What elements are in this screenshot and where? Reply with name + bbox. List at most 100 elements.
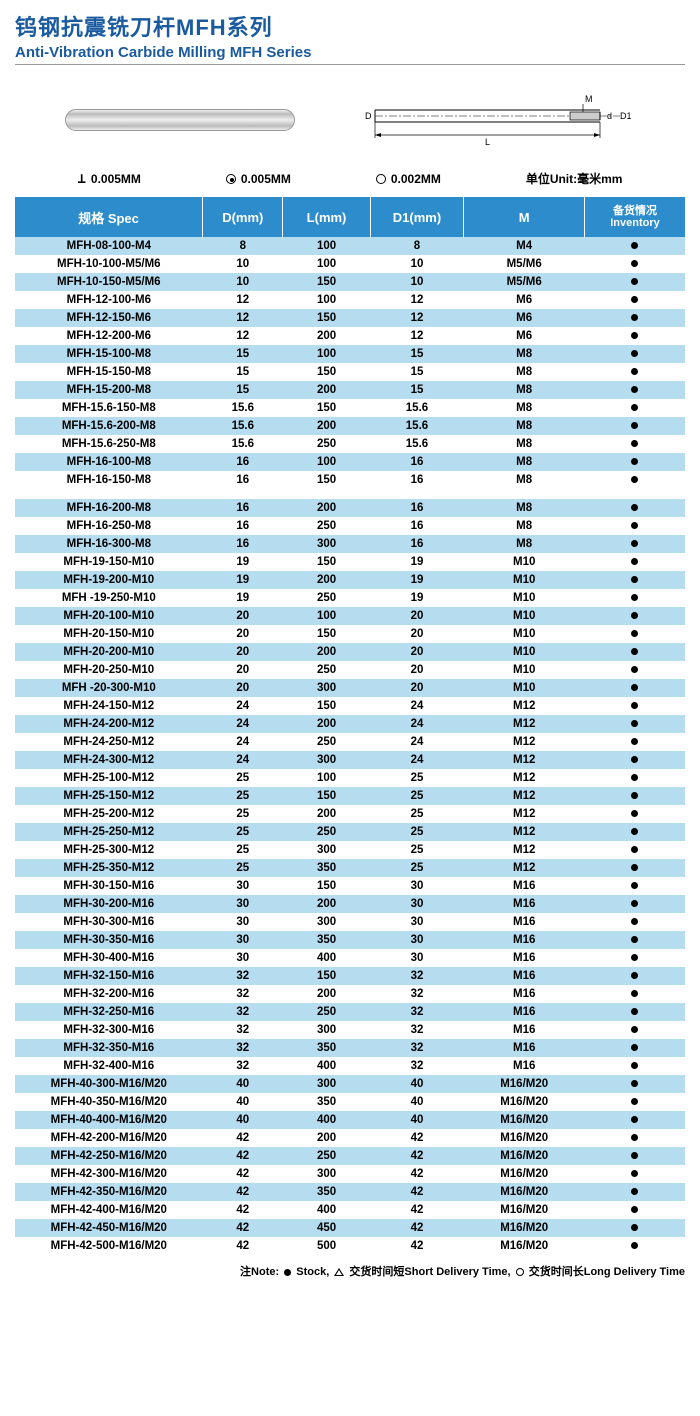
stock-dot-icon [631, 422, 638, 429]
cell-inventory [584, 1237, 685, 1255]
cell-M: M6 [464, 291, 585, 309]
cell-D1: 10 [370, 255, 464, 273]
table-row: MFH-25-100-M122510025M12 [15, 769, 685, 787]
stock-dot-icon [631, 296, 638, 303]
th-d1: D1(mm) [370, 197, 464, 237]
cell-spec: MFH-24-300-M12 [15, 751, 203, 769]
cell-D1: 42 [370, 1165, 464, 1183]
cell-D1: 25 [370, 823, 464, 841]
cell-L: 300 [283, 841, 370, 859]
cell-L: 250 [283, 823, 370, 841]
cell-D1: 25 [370, 859, 464, 877]
th-inv: 备货情况 Inventory [584, 197, 685, 237]
cell-spec: MFH-32-200-M16 [15, 985, 203, 1003]
cell-spec: MFH-32-300-M16 [15, 1021, 203, 1039]
cell-inventory [584, 787, 685, 805]
cell-D: 10 [203, 273, 283, 291]
table-row: MFH-32-400-M163240032M16 [15, 1057, 685, 1075]
table-row: MFH-16-300-M81630016M8 [15, 535, 685, 553]
cell-M: M10 [464, 625, 585, 643]
cell-D: 20 [203, 625, 283, 643]
cell-spec: MFH-20-150-M10 [15, 625, 203, 643]
cell-D: 32 [203, 1057, 283, 1075]
table-row: MFH-40-350-M16/M204035040M16/M20 [15, 1093, 685, 1111]
cell-spec: MFH-30-350-M16 [15, 931, 203, 949]
cell-spec: MFH-16-300-M8 [15, 535, 203, 553]
cell-D: 24 [203, 715, 283, 733]
cell-D1: 25 [370, 787, 464, 805]
cell-D1: 15.6 [370, 435, 464, 453]
short-triangle-icon [334, 1268, 344, 1276]
cell-L: 400 [283, 949, 370, 967]
cell-M: M16 [464, 967, 585, 985]
table-header-row: 规格 Spec D(mm) L(mm) D1(mm) M 备货情况 Invent… [15, 197, 685, 237]
cell-D1: 10 [370, 273, 464, 291]
table-row: MFH-42-200-M16/M204220042M16/M20 [15, 1129, 685, 1147]
cell-D: 20 [203, 607, 283, 625]
cell-L: 100 [283, 237, 370, 255]
stock-dot-icon [631, 1134, 638, 1141]
svg-text:D1: D1 [620, 111, 632, 121]
table-row: MFH-42-400-M16/M204240042M16/M20 [15, 1201, 685, 1219]
cell-spec: MFH-20-200-M10 [15, 643, 203, 661]
cell-L: 300 [283, 679, 370, 697]
cell-L: 400 [283, 1111, 370, 1129]
cell-D1: 30 [370, 877, 464, 895]
cell-inventory [584, 877, 685, 895]
cell-M: M16/M20 [464, 1183, 585, 1201]
cell-L: 350 [283, 931, 370, 949]
cell-L: 500 [283, 1237, 370, 1255]
cell-inventory [584, 1057, 685, 1075]
cell-D1: 19 [370, 571, 464, 589]
cell-D: 30 [203, 949, 283, 967]
cell-M: M16 [464, 1003, 585, 1021]
stock-dot-icon [631, 720, 638, 727]
table-row: MFH-40-300-M16/M204030040M16/M20 [15, 1075, 685, 1093]
cell-spec: MFH-15.6-200-M8 [15, 417, 203, 435]
cell-M: M16/M20 [464, 1111, 585, 1129]
cell-inventory [584, 417, 685, 435]
cell-D: 25 [203, 805, 283, 823]
stock-dot-icon [631, 576, 638, 583]
stock-dot-icon [631, 1098, 638, 1105]
cell-inventory [584, 931, 685, 949]
stock-dot-icon [631, 1026, 638, 1033]
cell-M: M4 [464, 237, 585, 255]
cell-M: M16/M20 [464, 1129, 585, 1147]
cell-L: 350 [283, 1093, 370, 1111]
cell-L: 200 [283, 417, 370, 435]
cell-spec: MFH-30-300-M16 [15, 913, 203, 931]
cell-spec: MFH-40-400-M16/M20 [15, 1111, 203, 1129]
cell-inventory [584, 859, 685, 877]
cell-D1: 32 [370, 967, 464, 985]
cell-spec: MFH-15.6-250-M8 [15, 435, 203, 453]
table-row: MFH-30-300-M163030030M16 [15, 913, 685, 931]
cell-D1: 40 [370, 1075, 464, 1093]
cell-M: M8 [464, 363, 585, 381]
cell-L: 200 [283, 1129, 370, 1147]
cell-spec: MFH-42-200-M16/M20 [15, 1129, 203, 1147]
cell-inventory [584, 517, 685, 535]
cell-M: M12 [464, 841, 585, 859]
table-row: MFH-12-200-M61220012M6 [15, 327, 685, 345]
cell-inventory [584, 363, 685, 381]
cell-M: M16 [464, 1021, 585, 1039]
cell-D: 42 [203, 1237, 283, 1255]
cell-L: 150 [283, 399, 370, 417]
stock-dot-icon [284, 1269, 291, 1276]
cell-M: M12 [464, 697, 585, 715]
cell-inventory [584, 805, 685, 823]
table-row: MFH-30-150-M163015030M16 [15, 877, 685, 895]
cell-L: 200 [283, 805, 370, 823]
cell-D1: 19 [370, 589, 464, 607]
cell-spec: MFH-25-350-M12 [15, 859, 203, 877]
cell-L: 200 [283, 381, 370, 399]
svg-text:D: D [365, 111, 372, 121]
table-row: MFH-32-350-M163235032M16 [15, 1039, 685, 1057]
th-spec: 规格 Spec [15, 197, 203, 237]
stock-dot-icon [631, 684, 638, 691]
table-row: MFH-19-150-M101915019M10 [15, 553, 685, 571]
cell-inventory [584, 1165, 685, 1183]
cell-L: 250 [283, 733, 370, 751]
table-row: MFH-20-150-M102015020M10 [15, 625, 685, 643]
